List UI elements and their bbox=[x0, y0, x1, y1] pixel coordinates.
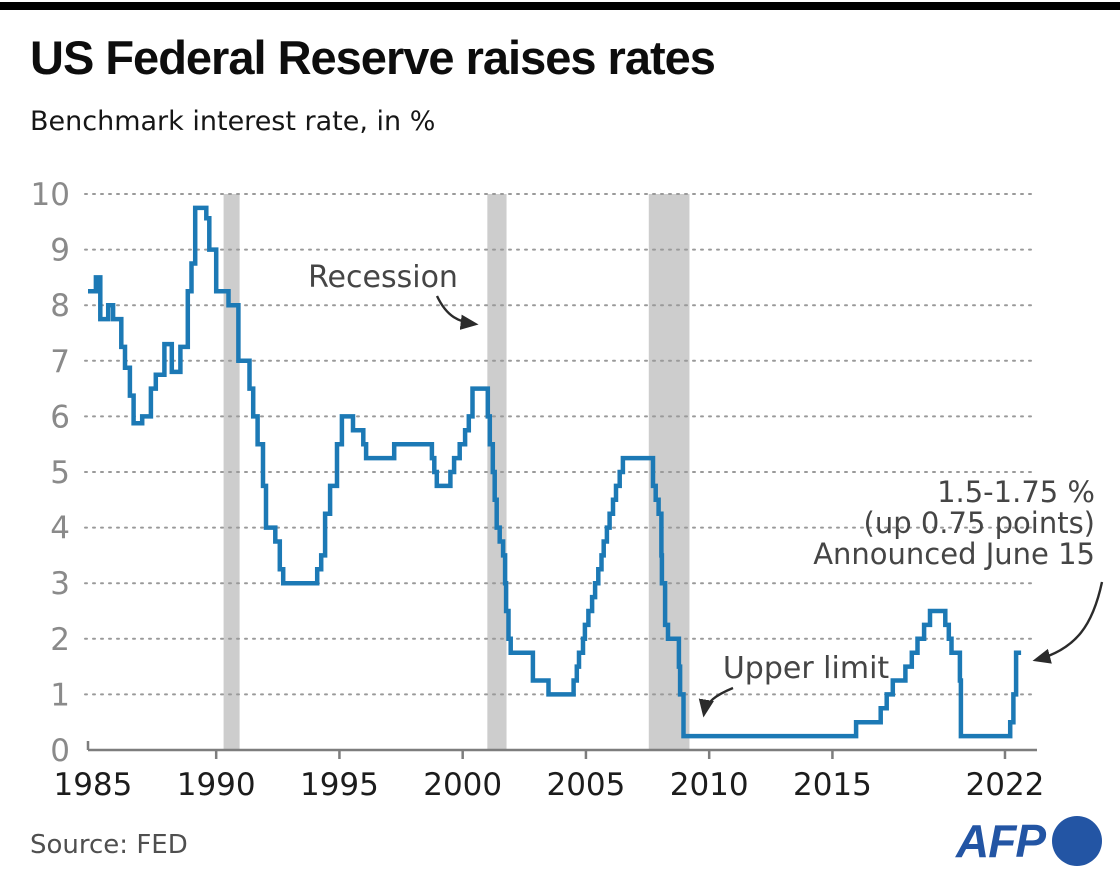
x-tick-label: 1990 bbox=[177, 767, 256, 803]
annotation-line: 1.5-1.75 % bbox=[937, 475, 1095, 509]
annotation-arrow-announcement bbox=[1032, 581, 1104, 664]
y-tick-label: 6 bbox=[50, 399, 70, 435]
annotation-line: Announced June 15 bbox=[813, 537, 1095, 571]
x-tick-label: 2015 bbox=[793, 767, 872, 803]
annotations: Recession Upper limit 1.5-1.75 % (up 0.75 p… bbox=[308, 260, 1104, 718]
x-axis bbox=[86, 741, 1037, 759]
y-tick-labels: 0 1 2 3 4 5 6 7 8 9 10 bbox=[31, 177, 70, 769]
source-label: Source: FED bbox=[30, 830, 188, 860]
x-tick-label: 2000 bbox=[423, 767, 502, 803]
afp-logo-text: AFP bbox=[956, 815, 1046, 867]
y-tick-label: 4 bbox=[50, 511, 70, 547]
y-tick-label: 2 bbox=[50, 622, 70, 658]
x-tick-labels: 1985 1990 1995 2000 2005 2010 2015 2022 bbox=[53, 767, 1044, 803]
top-bar bbox=[0, 2, 1120, 10]
annotation-upper-limit: Upper limit bbox=[723, 651, 890, 686]
recession-bands bbox=[223, 194, 690, 750]
y-tick-label: 7 bbox=[50, 344, 70, 380]
x-tick-label: 2010 bbox=[670, 767, 749, 803]
y-tick-label: 1 bbox=[50, 677, 70, 713]
y-tick-label: 5 bbox=[50, 455, 70, 491]
x-tick-label: 1995 bbox=[300, 767, 379, 803]
annotation-recession: Recession bbox=[308, 260, 458, 295]
annotation-arrow-upper-limit bbox=[698, 686, 734, 718]
rate-step-line bbox=[88, 205, 1022, 739]
y-tick-label: 0 bbox=[50, 733, 70, 769]
annotation-announcement: 1.5-1.75 % (up 0.75 points) Announced June… bbox=[813, 475, 1095, 571]
y-tick-label: 8 bbox=[50, 288, 70, 324]
page-subtitle: Benchmark interest rate, in % bbox=[30, 106, 436, 137]
afp-logo: AFP bbox=[956, 816, 1102, 866]
x-tick-label: 1985 bbox=[53, 767, 132, 803]
y-tick-label: 9 bbox=[50, 233, 70, 269]
x-tick-label: 2005 bbox=[546, 767, 625, 803]
interest-rate-step-chart: 1985 1990 1995 2000 2005 2010 2015 2022 0 1 2 3 4 5 6 7… bbox=[31, 177, 1104, 803]
y-tick-label: 10 bbox=[31, 177, 70, 213]
y-tick-label: 3 bbox=[50, 566, 70, 602]
annotation-line: (up 0.75 points) bbox=[864, 506, 1096, 540]
afp-logo-circle-icon bbox=[1052, 816, 1102, 866]
annotation-arrow-recession bbox=[435, 295, 479, 330]
page-title: US Federal Reserve raises rates bbox=[30, 31, 716, 84]
gridlines bbox=[84, 193, 1038, 696]
x-tick-label: 2022 bbox=[966, 767, 1045, 803]
